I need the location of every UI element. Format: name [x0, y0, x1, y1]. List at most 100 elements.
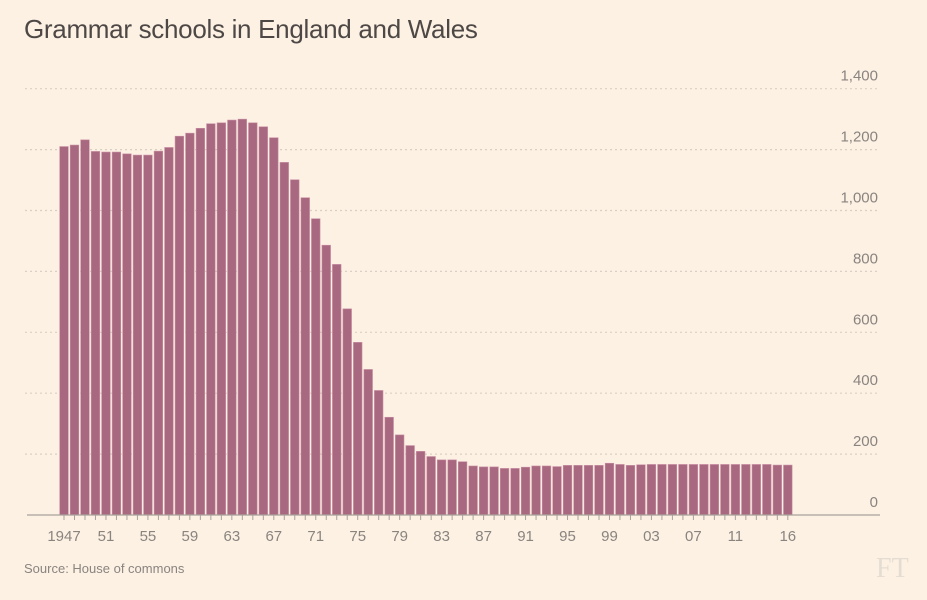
bar-1956	[153, 150, 164, 516]
bar-1985	[458, 461, 468, 516]
x-tick-label: 83	[433, 528, 450, 545]
bar-1986	[468, 465, 478, 516]
bar-2004	[657, 464, 667, 516]
bar-1976	[363, 369, 373, 516]
bar-2008	[699, 464, 709, 516]
bar-1979	[395, 434, 405, 516]
bar-1989	[499, 468, 510, 516]
bar-1973	[332, 264, 342, 516]
x-tick-label: 55	[140, 528, 157, 545]
bar-1965	[248, 122, 258, 516]
bar-1952	[111, 151, 122, 516]
x-tick-label: 75	[349, 528, 366, 545]
bar-1962	[216, 122, 226, 516]
bar-2016	[783, 464, 793, 516]
bar-1975	[353, 342, 363, 516]
y-tick-label: 400	[853, 372, 878, 389]
bar-1951	[101, 151, 111, 516]
y-tick-label: 600	[853, 311, 878, 328]
y-tick-label: 1,000	[840, 190, 878, 207]
bar-1984	[447, 459, 457, 516]
chart-title: Grammar schools in England and Wales	[24, 14, 478, 44]
bar-2011	[730, 464, 740, 516]
bar-1972	[321, 244, 331, 516]
bar-1966	[258, 126, 268, 516]
bar-1977	[374, 390, 384, 516]
bar-1982	[426, 456, 436, 516]
bar-1980	[405, 445, 415, 516]
bar-1990	[510, 468, 520, 516]
bar-2013	[751, 464, 761, 516]
bar-1988	[489, 466, 499, 516]
bar-1957	[164, 147, 174, 516]
bar-1971	[311, 218, 321, 516]
x-tick-label: 87	[475, 528, 492, 545]
y-tick-label: 200	[853, 433, 878, 450]
bar-1958	[174, 135, 184, 516]
y-tick-label: 1,200	[840, 129, 878, 146]
x-tick-label: 67	[265, 528, 282, 545]
bar-1955	[143, 154, 153, 516]
bar-1969	[290, 179, 300, 516]
bar-1964	[237, 118, 247, 516]
x-tick-label: 1947	[47, 528, 80, 545]
y-tick-label: 0	[870, 494, 878, 511]
x-tick-label: 63	[223, 528, 240, 545]
bar-1948	[69, 144, 80, 516]
bar-2000	[615, 464, 625, 516]
y-tick-label: 1,400	[840, 68, 878, 85]
bar-1974	[342, 308, 352, 516]
bar-1970	[300, 197, 310, 516]
y-tick-label: 800	[853, 250, 878, 267]
x-tick-label: 91	[517, 528, 534, 545]
bar-1950	[90, 151, 101, 516]
bar-1961	[206, 123, 216, 516]
bar-2002	[636, 464, 646, 516]
bar-1960	[195, 127, 205, 516]
bar-1994	[552, 466, 562, 516]
bar-2005	[667, 464, 678, 516]
x-tick-label: 79	[391, 528, 408, 545]
x-tick-label: 16	[779, 528, 796, 545]
bar-1968	[279, 162, 289, 516]
x-tick-label: 07	[685, 528, 702, 545]
bar-1978	[384, 416, 394, 516]
bar-1997	[583, 465, 594, 516]
bar-2015	[772, 464, 782, 516]
x-tick-label: 51	[98, 528, 115, 545]
x-tick-label: 95	[559, 528, 576, 545]
bar-1993	[541, 465, 552, 516]
bar-2009	[709, 464, 719, 516]
bar-2014	[762, 464, 772, 516]
bar-1992	[531, 465, 541, 516]
bar-2010	[720, 464, 730, 516]
x-tick-label: 71	[307, 528, 324, 545]
x-tick-label: 11	[728, 528, 744, 545]
bar-2007	[688, 464, 698, 516]
bar-1963	[227, 119, 237, 516]
bar-1998	[594, 465, 604, 516]
bar-1991	[520, 466, 531, 516]
bar-1995	[562, 465, 573, 516]
bar-1987	[478, 466, 489, 516]
bar-2006	[678, 464, 688, 516]
bar-1983	[437, 459, 447, 516]
bar-1949	[80, 139, 90, 516]
ft-logo: FT	[876, 553, 909, 584]
bar-1947	[59, 146, 69, 516]
bar-2012	[741, 464, 751, 516]
bar-2001	[625, 465, 636, 516]
x-tick-label: 59	[182, 528, 199, 545]
bar-1999	[604, 462, 615, 516]
bar-1996	[573, 465, 583, 516]
bar-1954	[132, 154, 143, 516]
bar-1959	[185, 132, 195, 516]
x-tick-label: 03	[643, 528, 660, 545]
bar-1953	[122, 153, 132, 516]
source-note: Source: House of commons	[24, 561, 185, 576]
bar-1967	[269, 137, 279, 516]
x-tick-label: 99	[601, 528, 618, 545]
bar-1981	[416, 451, 426, 516]
bar-2003	[646, 464, 657, 516]
